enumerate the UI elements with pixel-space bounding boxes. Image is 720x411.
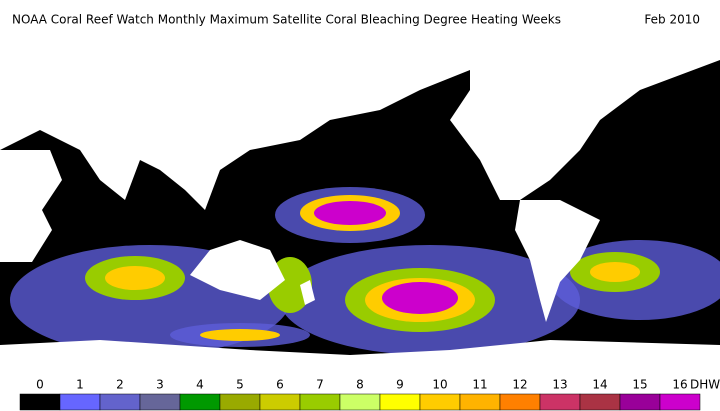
- legend-swatch: [299, 393, 341, 411]
- legend-label: 9: [396, 378, 404, 392]
- heat-patches: [10, 52, 720, 361]
- legend-label: 6: [276, 378, 284, 392]
- legend-label: 15: [632, 378, 647, 392]
- legend-swatch: [19, 393, 61, 411]
- legend-label: 16: [672, 378, 687, 392]
- legend-swatch: [179, 393, 221, 411]
- legend-label: 8: [356, 378, 364, 392]
- legend-swatch: [539, 393, 581, 411]
- legend-label: 2: [116, 378, 124, 392]
- legend-label: 14: [592, 378, 607, 392]
- legend-label: 0: [36, 378, 44, 392]
- legend-swatch: [459, 393, 501, 411]
- legend-swatch: [419, 393, 461, 411]
- legend-label: 11: [472, 378, 487, 392]
- legend-label: 5: [236, 378, 244, 392]
- legend-swatch: [579, 393, 621, 411]
- legend-unit: DHW: [690, 378, 720, 392]
- legend-label: 4: [196, 378, 204, 392]
- legend-label: 3: [156, 378, 164, 392]
- legend-label: 7: [316, 378, 324, 392]
- legend-swatch: [619, 393, 661, 411]
- legend-label: 12: [512, 378, 527, 392]
- title: NOAA Coral Reef Watch Monthly Maximum Sa…: [12, 13, 561, 27]
- legend-label: 10: [432, 378, 447, 392]
- legend-swatch: [499, 393, 541, 411]
- legend-swatch: [219, 393, 261, 411]
- legend-swatch: [99, 393, 141, 411]
- legend-swatch: [659, 393, 701, 411]
- legend-swatch: [339, 393, 381, 411]
- legend-swatch: [59, 393, 101, 411]
- date: Feb 2010: [644, 13, 700, 27]
- legend-label: 13: [552, 378, 567, 392]
- legend-swatch: [139, 393, 181, 411]
- legend-swatch: [379, 393, 421, 411]
- legend-label: 1: [76, 378, 84, 392]
- legend-swatch: [259, 393, 301, 411]
- land: [0, 40, 720, 380]
